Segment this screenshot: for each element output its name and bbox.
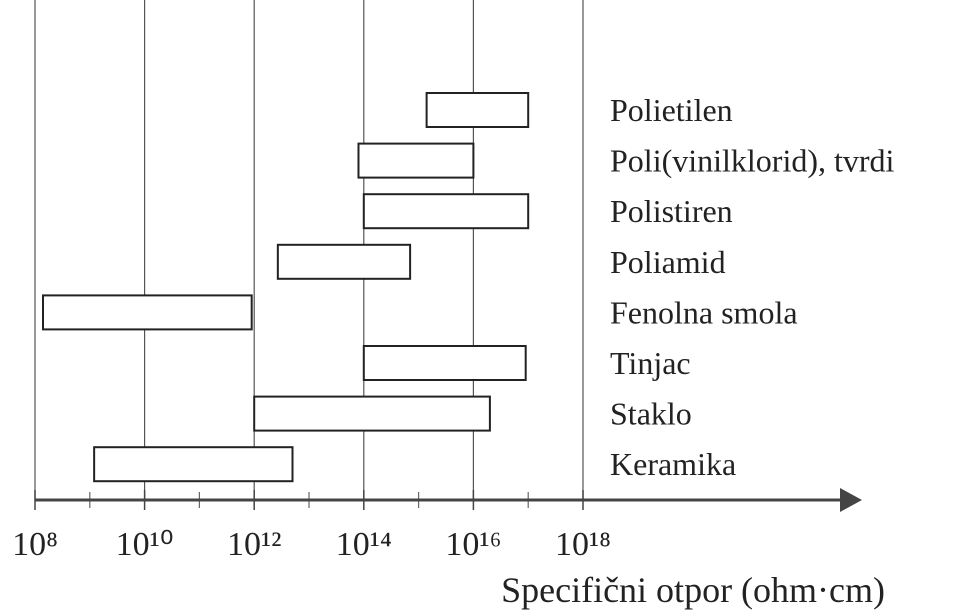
x-tick-label: 10¹⁰ bbox=[116, 526, 174, 563]
bar bbox=[276, 243, 412, 280]
bar bbox=[93, 446, 294, 483]
bar bbox=[362, 345, 527, 381]
category-label: Fenolna smola bbox=[610, 294, 798, 330]
category-label: Poli(vinilklorid), tvrdi bbox=[610, 143, 895, 179]
x-tick-label: 10¹² bbox=[227, 526, 281, 563]
category-label: Polistiren bbox=[610, 193, 733, 229]
x-tick-label: 10⁸ bbox=[12, 526, 58, 563]
bar bbox=[362, 193, 530, 230]
axis-arrow bbox=[840, 488, 862, 512]
bar bbox=[253, 395, 491, 432]
category-label: Keramika bbox=[610, 446, 736, 482]
category-label: Staklo bbox=[610, 396, 692, 432]
bar bbox=[357, 142, 475, 179]
bar bbox=[42, 294, 253, 331]
x-axis-label: Specifični otpor (ohm·cm) bbox=[501, 570, 885, 610]
x-tick-label: 10¹⁴ bbox=[336, 526, 392, 563]
category-label: Tinjac bbox=[610, 345, 691, 381]
bar bbox=[425, 92, 530, 128]
category-label: Polietilen bbox=[610, 92, 733, 128]
category-label: Poliamid bbox=[610, 244, 726, 280]
x-tick-label: 10¹⁸ bbox=[555, 526, 611, 563]
x-tick-label: 10¹⁶ bbox=[445, 526, 501, 563]
